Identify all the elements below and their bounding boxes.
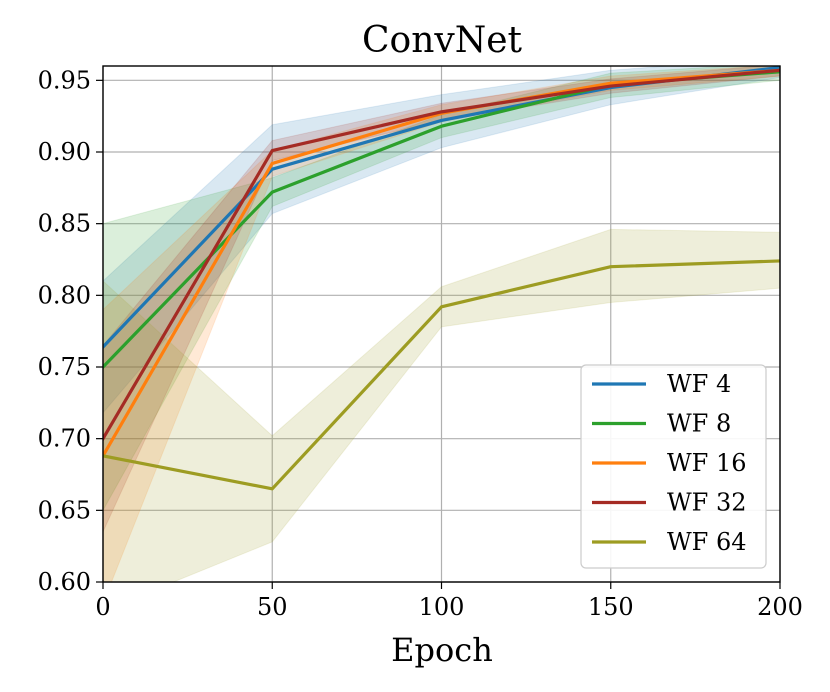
- x-tick-label: 50: [257, 593, 288, 621]
- legend-label: WF 8: [667, 410, 731, 438]
- series-lines: [103, 66, 780, 491]
- y-tick-label: 0.70: [38, 425, 91, 453]
- x-axis: 0 50 100 150 200: [95, 582, 803, 621]
- legend-box: [580, 364, 767, 569]
- y-tick-label: 0.95: [38, 66, 91, 94]
- x-tick-label: 100: [419, 593, 465, 621]
- y-tick-label: 0.85: [38, 210, 91, 238]
- series-line: [103, 259, 780, 491]
- x-tick-label: 0: [95, 593, 110, 621]
- x-axis-label: Epoch: [391, 631, 493, 669]
- chart-title: ConvNet: [362, 20, 523, 61]
- confidence-band: [103, 228, 780, 582]
- y-axis: 0.60 0.65 0.70 0.75 0.80 0.85 0.90 0.95: [38, 66, 103, 596]
- legend-label: WF 4: [667, 370, 731, 398]
- series-line: [103, 68, 780, 441]
- y-tick-label: 0.75: [38, 353, 91, 381]
- confidence-band: [103, 66, 780, 582]
- x-tick-label: 150: [588, 593, 634, 621]
- legend-label: WF 32: [667, 489, 747, 517]
- x-tick-label: 200: [757, 593, 803, 621]
- confidence-band: [103, 66, 780, 533]
- y-tick-label: 0.65: [38, 496, 91, 524]
- y-tick-label: 0.80: [38, 281, 91, 309]
- y-tick-label: 0.60: [38, 568, 91, 596]
- legend-items: WF 4 WF 8 WF 16 WF 32 WF 64: [592, 370, 747, 556]
- y-tick-label: 0.90: [38, 138, 91, 166]
- legend-label: WF 16: [667, 449, 747, 477]
- legend-label: WF 64: [667, 528, 747, 556]
- legend: WF 4 WF 8 WF 16 WF 32 WF 64: [580, 364, 767, 569]
